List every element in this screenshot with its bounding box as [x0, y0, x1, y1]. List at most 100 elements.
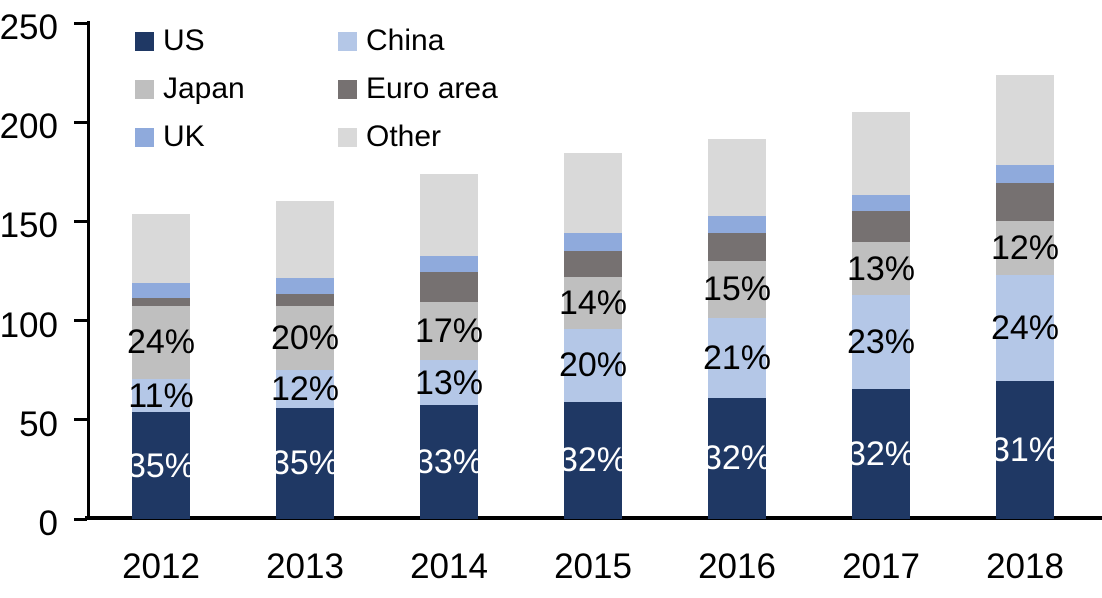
y-axis-tick — [74, 219, 87, 223]
legend-swatch-icon — [338, 79, 357, 99]
bar-segment-label: 13% — [846, 249, 916, 288]
legend-item-us: US — [135, 26, 205, 56]
legend-label: China — [366, 24, 445, 57]
bar-segment-other — [276, 201, 334, 278]
y-axis-line — [87, 21, 90, 520]
y-axis-tick — [74, 418, 87, 422]
x-axis-tick-label: 2017 — [842, 547, 920, 586]
bar-segment-us — [276, 407, 334, 519]
bar-segment-label: 24% — [990, 309, 1060, 348]
bar-segment-label: 14% — [558, 283, 628, 322]
bar-segment-label: 32% — [558, 441, 628, 480]
bar-segment-china — [708, 317, 766, 398]
bar-segment-label: 12% — [270, 369, 340, 408]
bar-segment-label: 12% — [990, 229, 1060, 268]
bar-segment-japan — [708, 260, 766, 318]
bar-segment-japan — [852, 242, 910, 296]
bar-segment-china — [852, 295, 910, 389]
x-axis-tick-label: 2015 — [554, 547, 632, 586]
bar-segment-euro-area — [420, 272, 478, 302]
bar-segment-china — [996, 274, 1054, 382]
legend-item-uk: UK — [135, 122, 205, 152]
bar-segment-label: 21% — [702, 338, 772, 377]
y-axis-tick-label: 250 — [0, 8, 58, 47]
y-axis-tick-label: 50 — [19, 404, 58, 444]
legend-swatch-icon — [338, 127, 357, 147]
bar-segment-label: 15% — [702, 270, 772, 309]
bar-segment-euro-area — [564, 251, 622, 278]
legend-swatch-icon — [135, 31, 154, 51]
bar-segment-uk — [708, 216, 766, 233]
bar-segment-us — [996, 381, 1054, 519]
y-axis-tick-label: 100 — [0, 305, 58, 345]
bar-segment-china — [132, 378, 190, 413]
bar-segment-china — [420, 360, 478, 406]
bar-segment-label: 11% — [128, 376, 194, 415]
legend-item-other: Other — [338, 122, 441, 152]
y-axis-tick-label: 150 — [0, 206, 58, 246]
bar-segment-uk — [996, 164, 1054, 184]
legend-label: UK — [163, 120, 205, 153]
bar-segment-uk — [132, 283, 190, 298]
bar-segment-uk — [420, 255, 478, 273]
bar-segment-japan — [132, 305, 190, 379]
legend-swatch-icon — [135, 79, 154, 99]
bar-segment-japan — [996, 221, 1054, 275]
bar-segment-japan — [564, 277, 622, 329]
x-axis-tick-label: 2018 — [986, 547, 1064, 586]
y-axis-tick — [74, 319, 87, 323]
bar-segment-label: 31% — [990, 431, 1060, 470]
bar-segment-label: 23% — [846, 323, 916, 362]
bar-segment-uk — [564, 233, 622, 252]
x-axis-tick-label: 2014 — [410, 547, 488, 586]
legend-label: Other — [366, 120, 442, 153]
bar-segment-other — [852, 112, 910, 195]
y-axis-tick-label: 200 — [0, 107, 58, 147]
bar-segment-other — [420, 174, 478, 256]
bar-segment-us — [852, 388, 910, 519]
bar-segment-other — [996, 74, 1054, 165]
bar-segment-us — [708, 397, 766, 519]
legend-swatch-icon — [135, 127, 154, 147]
x-axis-tick-label: 2012 — [122, 547, 200, 586]
legend-label: Euro area — [366, 72, 498, 105]
bar-segment-us — [564, 401, 622, 519]
bar-segment-other — [708, 139, 766, 217]
bar-segment-label: 24% — [126, 323, 196, 362]
bar-segment-label: 35% — [126, 446, 196, 485]
legend-label: Japan — [163, 72, 245, 105]
legend-label: US — [163, 24, 205, 57]
bar-segment-other — [564, 152, 622, 234]
bar-segment-china — [276, 369, 334, 408]
bar-segment-japan — [276, 306, 334, 370]
bar-segment-euro-area — [996, 183, 1054, 222]
bar-segment-euro-area — [852, 211, 910, 243]
legend-swatch-icon — [338, 31, 357, 51]
y-axis-tick-label: 0 — [38, 504, 58, 543]
bar-segment-us — [132, 412, 190, 519]
bar-segment-us — [420, 405, 478, 519]
bar-segment-euro-area — [276, 294, 334, 307]
bar-segment-uk — [276, 277, 334, 294]
x-axis-tick-label: 2016 — [698, 547, 776, 586]
legend-item-china: China — [338, 26, 444, 56]
y-axis-tick — [74, 21, 87, 25]
x-axis-tick-label: 2013 — [266, 547, 344, 586]
legend-item-japan: Japan — [135, 74, 245, 104]
bar-segment-euro-area — [132, 297, 190, 306]
bar-segment-other — [132, 214, 190, 284]
bar-segment-label: 35% — [270, 444, 340, 483]
bar-segment-label: 20% — [558, 346, 628, 385]
bar-segment-china — [564, 328, 622, 402]
bar-segment-label: 32% — [846, 434, 916, 473]
bar-segment-euro-area — [708, 232, 766, 261]
legend-item-euro-area: Euro area — [338, 74, 498, 104]
y-axis-tick — [74, 120, 87, 124]
bar-segment-label: 32% — [702, 439, 772, 478]
bar-segment-label: 13% — [414, 363, 484, 402]
bar-segment-label: 33% — [414, 443, 484, 482]
bar-segment-japan — [420, 301, 478, 361]
bar-segment-label: 17% — [414, 312, 484, 351]
y-axis-tick — [74, 517, 87, 521]
